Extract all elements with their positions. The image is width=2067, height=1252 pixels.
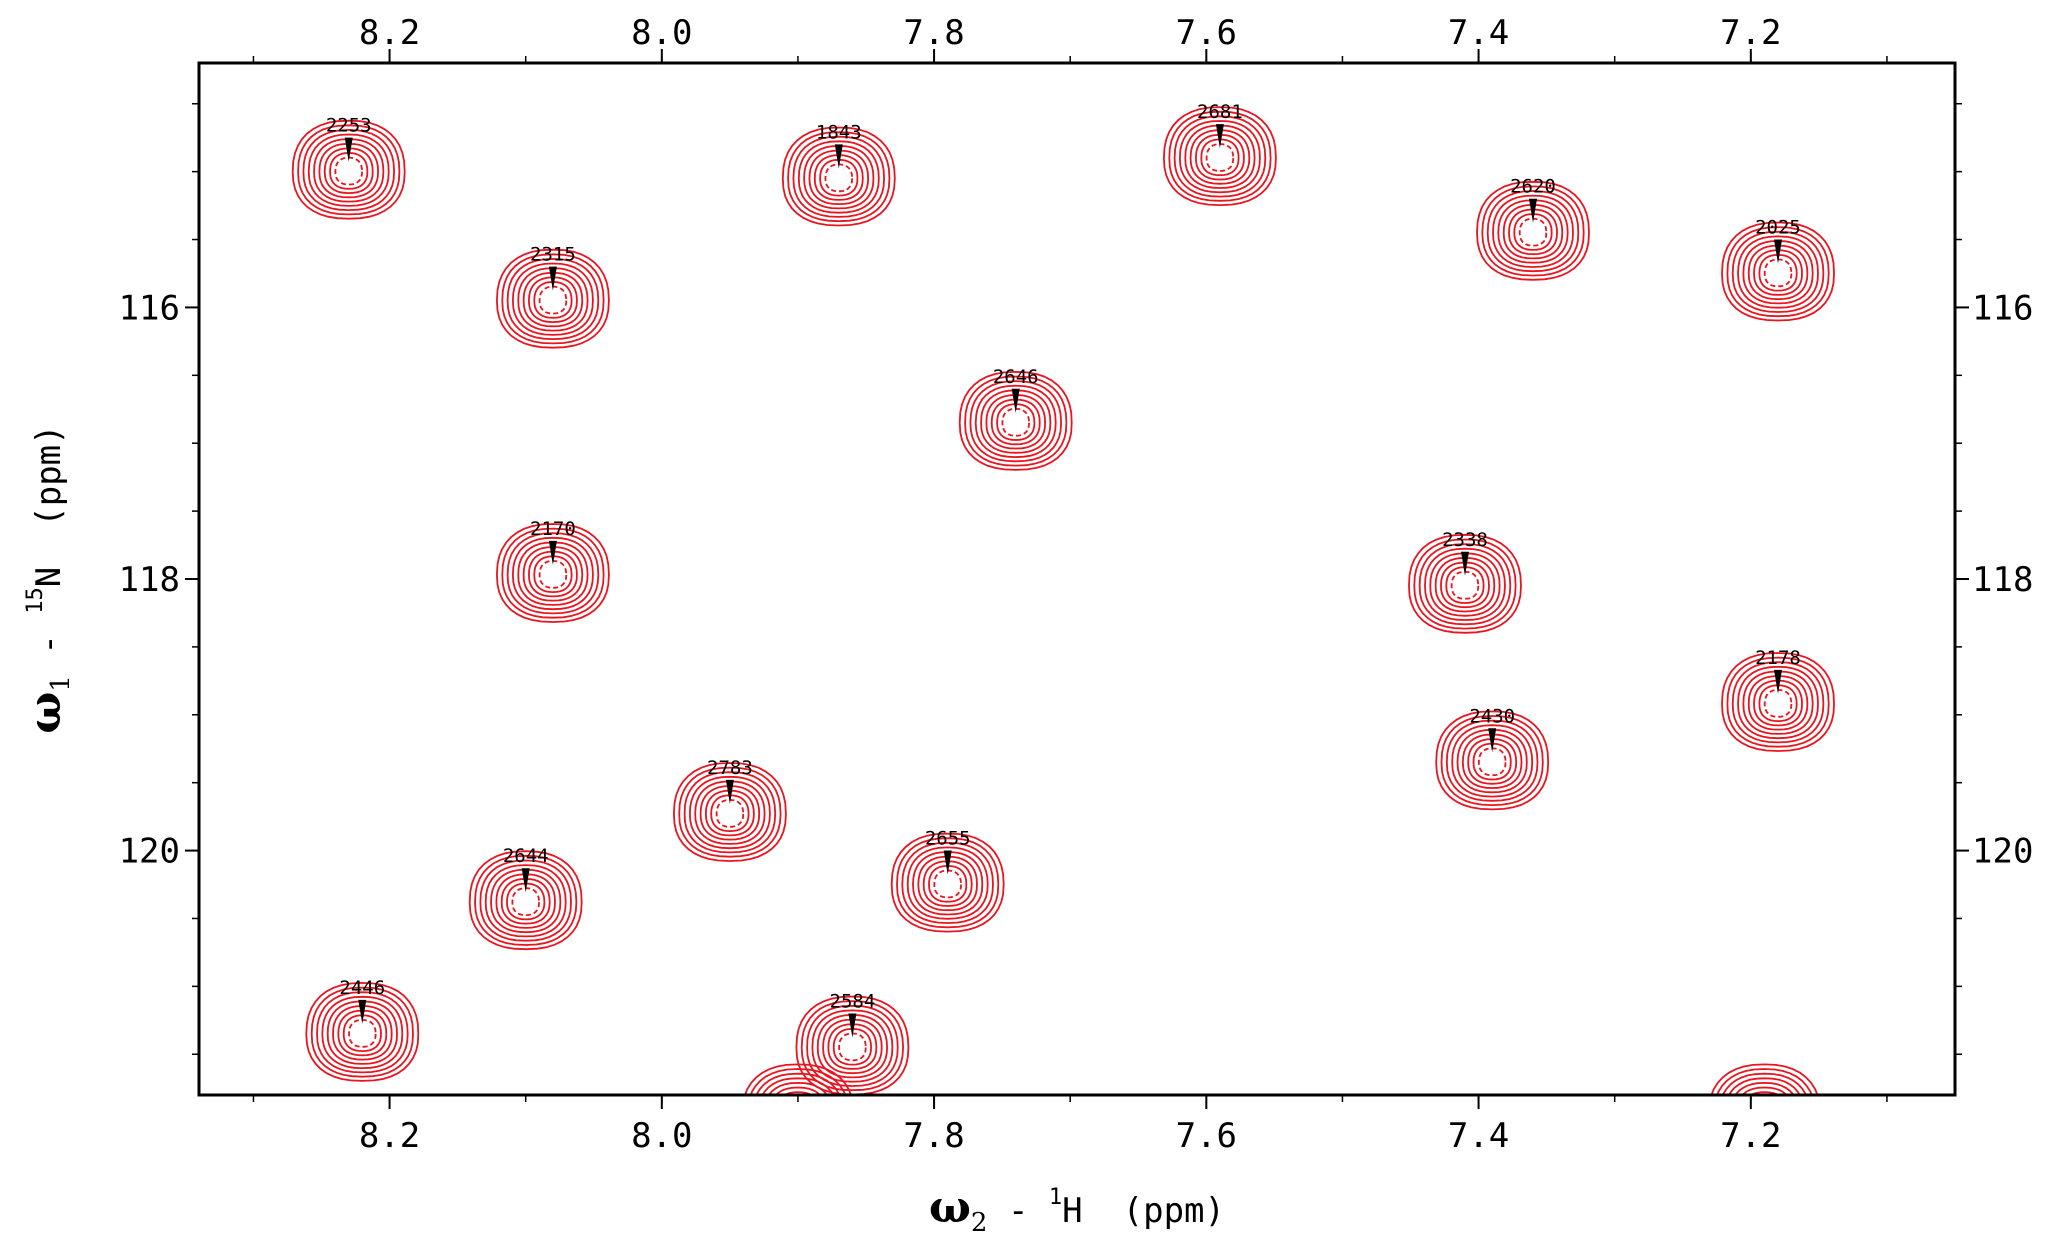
peak-marker — [358, 999, 367, 1024]
x-tick-label-bottom: 7.8 — [903, 1116, 964, 1156]
x-tick-label-bottom: 7.4 — [1448, 1116, 1509, 1156]
peak-contours — [958, 370, 1073, 471]
y-tick-label-left: 120 — [119, 832, 180, 872]
y-tick-label-right: 116 — [1972, 288, 2033, 328]
x-tick-label-bottom: 7.2 — [1720, 1116, 1781, 1156]
peak-marker — [1488, 728, 1497, 753]
peak-contours — [305, 981, 420, 1082]
x-tick-label-top: 8.0 — [631, 13, 692, 53]
peak-marker — [943, 850, 952, 875]
peak-label: 2681 — [1197, 101, 1243, 123]
y-tick-label-right: 120 — [1972, 832, 2033, 872]
peak-contours — [495, 523, 610, 623]
peak-contours — [1476, 180, 1590, 281]
peak-contours — [1435, 710, 1550, 811]
peak-contours — [890, 832, 1005, 933]
y-tick-label-left: 116 — [119, 288, 180, 328]
peak-marker — [725, 779, 734, 804]
peak-marker — [1774, 239, 1782, 264]
contour-layer — [291, 106, 1835, 1095]
x-tick-label-bottom: 8.0 — [631, 1116, 692, 1156]
peak-contours — [495, 248, 610, 349]
partial-peak-contours — [743, 1063, 852, 1095]
peak-marker — [344, 137, 353, 162]
peak-label: 2646 — [993, 366, 1039, 388]
peak-label: 2430 — [1469, 705, 1515, 727]
peak-contours — [781, 126, 896, 227]
x-tick-label-bottom: 7.6 — [1176, 1116, 1237, 1156]
peak-contours — [468, 850, 583, 951]
x-tick-label-top: 8.2 — [359, 13, 420, 53]
peak-label: 2338 — [1442, 529, 1488, 551]
peak-label: 2178 — [1755, 647, 1801, 669]
peak-label: 2644 — [503, 845, 549, 867]
peak-contours — [795, 995, 910, 1095]
peak-label: 2620 — [1510, 176, 1556, 198]
peak-label: 2253 — [326, 115, 372, 137]
peak-label: 1843 — [816, 121, 862, 143]
peak-marker — [1461, 551, 1469, 576]
peak-marker — [1529, 198, 1537, 223]
x-axis-title: ω2 - 1H (ppm) — [929, 1182, 1225, 1238]
peak-marker — [548, 266, 557, 291]
peak-label: 2446 — [339, 977, 385, 999]
tick-layer: 8.2 8.2 8.0 8.0 7.8 7.8 7.6 7.6 7.4 7.4 7.2 7.2 116 1… — [119, 13, 2034, 1156]
peak-marker — [548, 540, 557, 565]
peak-marker — [1011, 388, 1020, 413]
peak-contours — [291, 119, 406, 220]
peak-marker — [848, 1013, 857, 1038]
peak-label: 2584 — [830, 991, 876, 1013]
plot-frame — [197, 61, 1957, 1097]
peak-contours — [1162, 106, 1277, 207]
peak-contours — [1408, 533, 1522, 634]
peak-marker-layer: 2253 1843 2681 2620 2025 2315 2646 2170 2338 2178… — [326, 101, 1801, 1038]
peak-label: 2170 — [530, 518, 576, 540]
peak-marker — [834, 144, 843, 169]
y-tick-label-right: 118 — [1972, 560, 2033, 600]
peak-label: 2025 — [1755, 217, 1801, 239]
y-tick-label-left: 118 — [119, 560, 180, 600]
peak-marker — [1774, 669, 1782, 694]
peak-marker — [521, 868, 530, 893]
peak-contours — [1721, 652, 1835, 752]
x-tick-label-top: 7.8 — [903, 13, 964, 53]
x-tick-label-top: 7.4 — [1448, 13, 1509, 53]
peak-marker — [1215, 124, 1224, 149]
x-tick-label-top: 7.6 — [1176, 13, 1237, 53]
peak-label: 2315 — [530, 244, 576, 266]
x-tick-label-top: 7.2 — [1720, 13, 1781, 53]
peak-label: 2783 — [707, 757, 753, 779]
y-axis-title: ω1 - 15N(ppm) — [20, 424, 76, 733]
peak-contours — [1721, 221, 1835, 322]
x-tick-label-bottom: 8.2 — [359, 1116, 420, 1156]
peak-label: 2655 — [925, 828, 971, 850]
peak-contours — [672, 762, 787, 862]
